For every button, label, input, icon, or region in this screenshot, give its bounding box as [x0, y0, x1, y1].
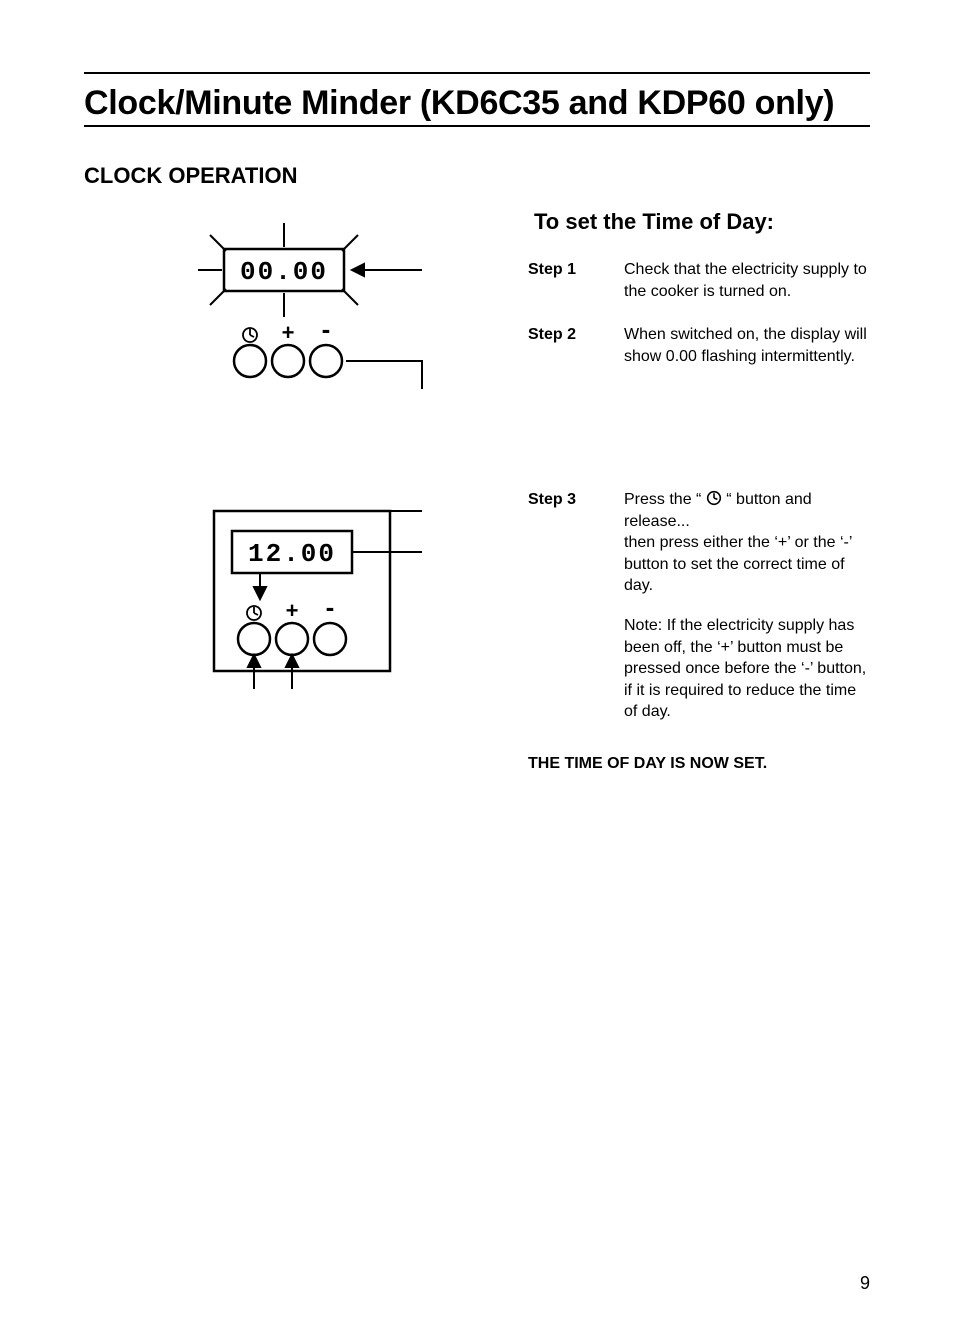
step1-label: Step 1 [528, 259, 624, 324]
clock-icon [706, 490, 722, 506]
plus-icon: + [286, 598, 299, 623]
minus-icon: - [326, 592, 335, 622]
subheading: To set the Time of Day: [534, 209, 870, 235]
section-heading: CLOCK OPERATION [84, 163, 870, 189]
step3-text-c: then press either the ‘+’ or the ‘-’ but… [624, 534, 852, 594]
display-text-1: 00.00 [240, 257, 328, 287]
step2-text: When switched on, the display will show … [624, 324, 870, 389]
step2-label: Step 2 [528, 324, 624, 389]
step3-note: Note: If the electricity supply has been… [624, 615, 870, 723]
clock-icon [247, 606, 261, 620]
display-text-2: 12.00 [248, 539, 336, 569]
step3-label: Step 3 [528, 489, 624, 745]
page-number: 9 [860, 1273, 870, 1294]
clock-icon [243, 328, 257, 342]
page-title: Clock/Minute Minder (KD6C35 and KDP60 on… [84, 84, 870, 123]
confirmation-text: THE TIME OF DAY IS NOW SET. [528, 755, 870, 773]
clock-diagram-set: 12.00 [184, 489, 504, 699]
clock-diagram-initial: 00.00 [184, 209, 504, 399]
minus-icon: - [322, 314, 331, 344]
plus-icon: + [282, 320, 295, 345]
step3-text-a: Press the “ [624, 491, 701, 508]
step3-text: Press the “ “ button and release... then… [624, 489, 870, 745]
step1-text: Check that the electricity supply to the… [624, 259, 870, 324]
